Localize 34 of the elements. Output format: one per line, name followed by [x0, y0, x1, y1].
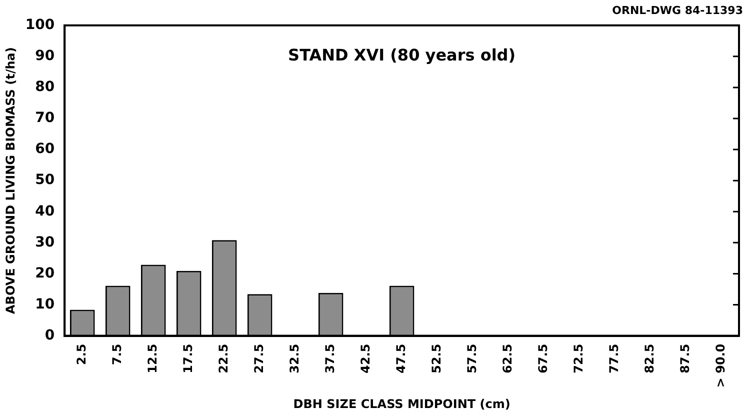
- y-axis-title: ABOVE GROUND LIVING BIOMASS (t/ha): [3, 47, 18, 314]
- x-tick-label: 87.5: [678, 344, 692, 374]
- y-tick-label: 10: [35, 296, 55, 312]
- x-tick-label: 22.5: [216, 344, 230, 374]
- y-tick-label: 90: [35, 48, 55, 64]
- y-tick-label: 60: [35, 141, 55, 158]
- x-tick-label: 32.5: [287, 344, 302, 374]
- x-tick-label: 42.5: [358, 344, 372, 374]
- text: STAND XVI (80 years old): [288, 46, 516, 65]
- x-tick-label: 67.5: [536, 344, 550, 374]
- x-tick-label: 72.5: [571, 344, 586, 374]
- x-tick-label: 2.5: [74, 344, 88, 366]
- y-tick-label: 70: [35, 110, 55, 126]
- x-tick-label: 82.5: [642, 344, 656, 374]
- y-tick-label: 80: [35, 79, 55, 96]
- x-tick-label: 47.5: [394, 344, 408, 374]
- y-tick-label: 20: [35, 265, 55, 282]
- x-tick-label: 7.5: [110, 344, 124, 366]
- x-tick-label: 52.5: [429, 344, 444, 374]
- y-tick-label: 0: [44, 327, 55, 344]
- x-axis-title: DBH SIZE CLASS MIDPOINT (cm): [293, 396, 510, 411]
- x-tick-label: > 90.0: [713, 344, 728, 388]
- y-tick-label: 40: [35, 203, 55, 220]
- text: ORNL-DWG 84-11393: [612, 4, 743, 17]
- x-tick-label: 27.5: [252, 344, 266, 374]
- y-tick-label: 100: [25, 17, 55, 34]
- y-tick-label: 50: [35, 172, 55, 188]
- x-tick-label: 12.5: [145, 344, 160, 374]
- x-tick-label: 57.5: [464, 344, 479, 374]
- x-tick-label: 62.5: [500, 344, 514, 374]
- x-tick-label: 17.5: [180, 344, 195, 374]
- x-tick-label: 77.5: [606, 344, 621, 374]
- x-tick-label: 37.5: [322, 344, 337, 374]
- y-tick-label: 30: [35, 234, 55, 250]
